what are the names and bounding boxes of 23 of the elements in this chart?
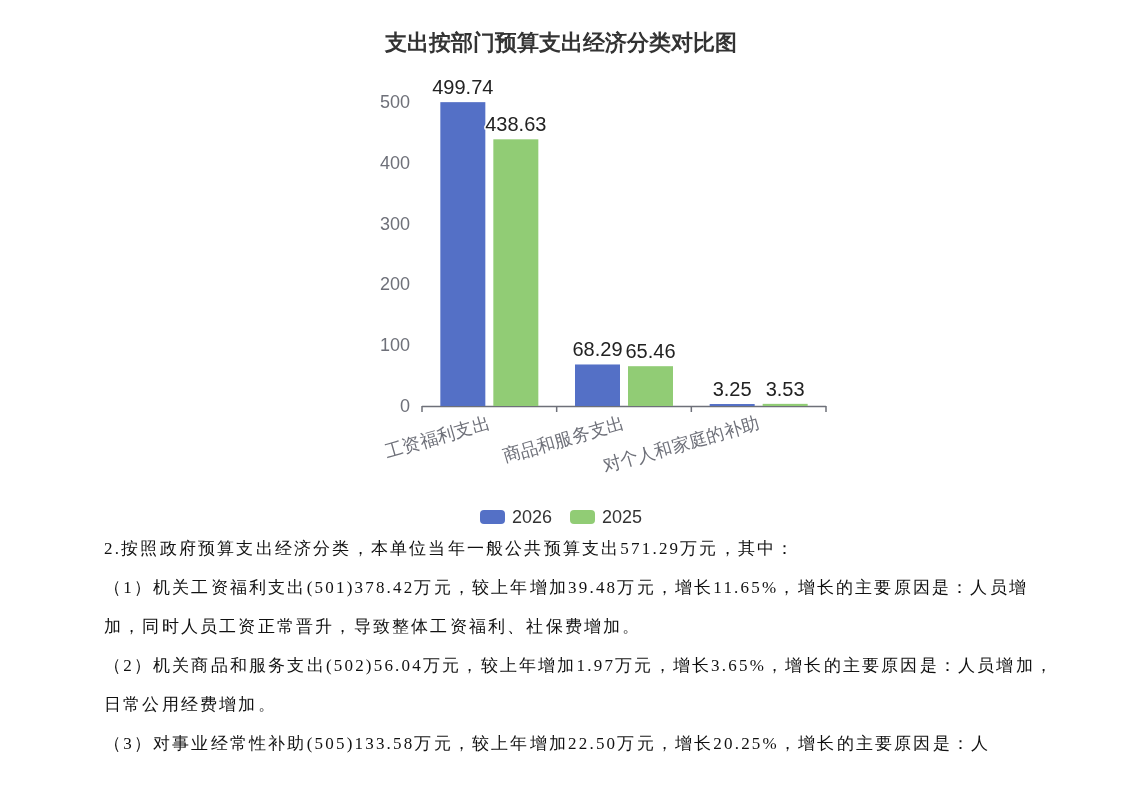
text: （3）对事业经常性补助(505)133.58万元，较上年增加22.50万元，增长20.25%，增长的主要原因是：人	[104, 733, 992, 755]
bar	[493, 139, 539, 406]
bar	[575, 364, 620, 406]
y-tick-label: 200	[379, 274, 410, 295]
data-label: 499.74	[432, 76, 494, 99]
bar	[440, 102, 486, 406]
data-label: 3.53	[765, 377, 805, 400]
text: （1）机关工资福利支出(501)378.42万元，较上年增加39.48万元，增长11.65%，增长的主要原因是：人员增加，同时人员工资正常晋升，导致整体工资福利、社保费增加。	[104, 577, 1029, 638]
y-tick-label: 300	[379, 213, 410, 234]
y-tick-label: 100	[379, 335, 410, 356]
text: 2.按照政府预算支出经济分类，本单位当年一般公共预算支出571.29万元，其中：	[104, 538, 797, 560]
bar	[628, 366, 673, 406]
chart-title: 支出按部门预算支出经济分类对比图	[384, 30, 737, 55]
data-label: 3.25	[712, 378, 752, 401]
data-label: 438.63	[485, 113, 547, 136]
data-label: 68.29	[572, 338, 623, 361]
legend-label: 2026	[512, 507, 553, 527]
data-label: 65.46	[625, 340, 676, 363]
y-tick-label: 500	[379, 92, 410, 112]
legend-label: 2025	[602, 507, 643, 527]
bar	[762, 403, 808, 406]
y-tick-label: 400	[379, 152, 410, 173]
text: （2）机关商品和服务支出(502)56.04万元，较上年增加1.97万元，增长3.65%，增长的主要原因是：人员增加，日常公用经费增加。	[104, 655, 1056, 716]
